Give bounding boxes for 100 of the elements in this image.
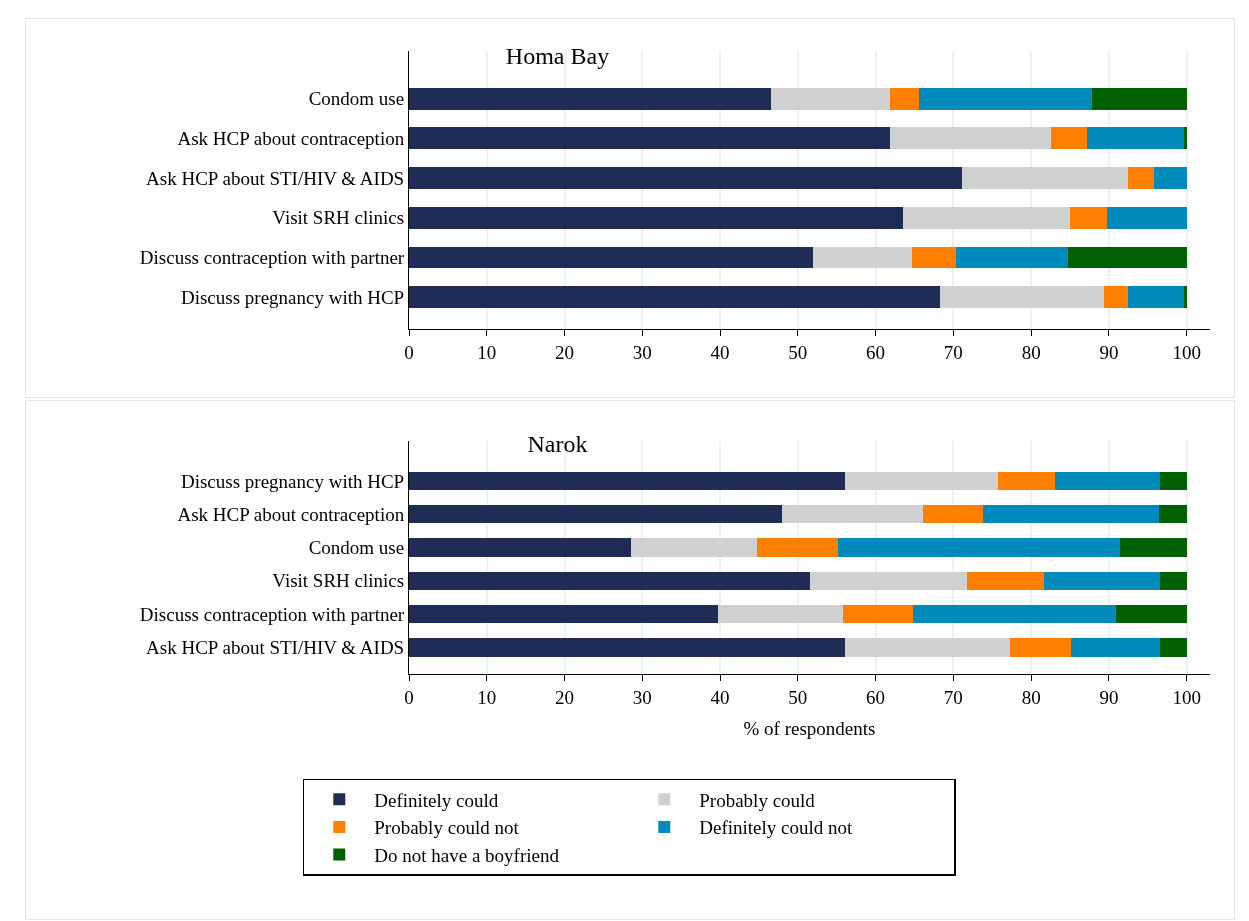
bar (756, 538, 839, 557)
x-tick-label: 90 (1099, 686, 1119, 708)
bar (912, 246, 957, 269)
bar (781, 505, 924, 524)
bar (409, 246, 814, 269)
bar (889, 87, 920, 110)
legend-label: Probably could not (374, 817, 520, 839)
bar (631, 538, 757, 557)
x-axis-title: % of respondents (743, 717, 876, 739)
bar (409, 286, 941, 309)
y-tick-label: Discuss pregnancy with HCP (180, 286, 405, 308)
bar (956, 246, 1068, 269)
x-tick-label: 10 (477, 341, 497, 363)
bar (1091, 87, 1187, 110)
bar (902, 206, 1071, 229)
x-tick-label: 90 (1099, 341, 1119, 363)
bar (1104, 286, 1128, 309)
x-tick-label: 50 (788, 341, 808, 363)
legend-label: Definitely could (374, 789, 499, 811)
y-tick-label: Condom use (308, 537, 405, 559)
bar (409, 167, 962, 190)
y-tick-label: Visit SRH clinics (272, 207, 405, 229)
x-tick-label: 10 (477, 686, 497, 708)
bar (1128, 167, 1155, 190)
bar (838, 538, 1120, 557)
bar (1010, 638, 1071, 657)
x-tick-label: 50 (788, 686, 808, 708)
chart-title: Narok (527, 431, 588, 458)
x-tick-label: 70 (943, 686, 963, 708)
bar (844, 471, 998, 491)
y-tick-label: Ask HCP about contraception (177, 503, 405, 525)
bar (409, 604, 718, 624)
bar (409, 206, 903, 229)
bar (409, 571, 810, 590)
bar (409, 505, 782, 524)
bar (1160, 638, 1187, 657)
bar (813, 246, 913, 269)
x-tick-label: 80 (1021, 341, 1041, 363)
bar (1070, 206, 1108, 229)
x-tick-label: 40 (710, 341, 730, 363)
chart-title: Homa Bay (505, 42, 610, 69)
legend-label: Definitely could not (699, 817, 854, 839)
bar (1154, 167, 1187, 190)
bar (1070, 638, 1161, 657)
bar (1050, 127, 1088, 150)
bar (1160, 571, 1187, 590)
bar (844, 638, 1011, 657)
y-tick-label: Discuss pregnancy with HCP (180, 470, 405, 492)
bar (967, 571, 1044, 590)
y-tick-label: Visit SRH clinics (272, 570, 405, 592)
bar (997, 471, 1056, 491)
bar (1087, 127, 1184, 150)
bar (1119, 538, 1187, 557)
bar (409, 538, 632, 557)
bar (982, 505, 1159, 524)
x-tick-label: 60 (866, 686, 886, 708)
x-tick-label: 40 (710, 686, 730, 708)
x-tick-label: 70 (943, 341, 963, 363)
bar (1115, 604, 1187, 624)
x-tick-label: 0 (404, 686, 414, 708)
x-tick-label: 30 (632, 686, 652, 708)
x-tick-label: 0 (404, 341, 414, 363)
bar (1160, 471, 1187, 491)
legend-label: Probably could (699, 789, 816, 811)
bar (409, 87, 771, 110)
bar (912, 604, 1116, 624)
bar (923, 505, 983, 524)
bar (1127, 286, 1185, 309)
bar (890, 127, 1051, 150)
x-tick-label: 30 (632, 341, 652, 363)
y-tick-label: Discuss contraception with partner (139, 603, 405, 625)
x-tick-label: 100 (1172, 341, 1201, 363)
bar (842, 604, 913, 624)
bar (1184, 286, 1187, 309)
bar (770, 87, 890, 110)
y-tick-label: Ask HCP about STI/HIV & AIDS (146, 167, 405, 189)
bar (1067, 246, 1187, 269)
bar (1107, 206, 1187, 229)
y-tick-label: Discuss contraception with partner (139, 247, 405, 269)
bar (1043, 571, 1161, 590)
bar (1055, 471, 1161, 491)
bar (409, 638, 845, 657)
x-tick-label: 20 (555, 686, 575, 708)
x-tick-label: 80 (1021, 686, 1041, 708)
bar (809, 571, 968, 590)
x-tick-label: 100 (1172, 686, 1201, 708)
bar (961, 167, 1129, 190)
bar (717, 604, 843, 624)
bar (940, 286, 1105, 309)
bar (409, 471, 845, 491)
x-tick-label: 20 (555, 341, 575, 363)
bar (409, 127, 891, 150)
x-tick-label: 60 (866, 341, 886, 363)
bar (1158, 505, 1187, 524)
bar (919, 87, 1092, 110)
y-tick-label: Condom use (308, 88, 405, 110)
legend-label: Do not have a boyfriend (374, 845, 560, 867)
y-tick-label: Ask HCP about STI/HIV & AIDS (146, 637, 405, 659)
bar (1183, 127, 1187, 150)
y-tick-label: Ask HCP about contraception (177, 128, 405, 150)
